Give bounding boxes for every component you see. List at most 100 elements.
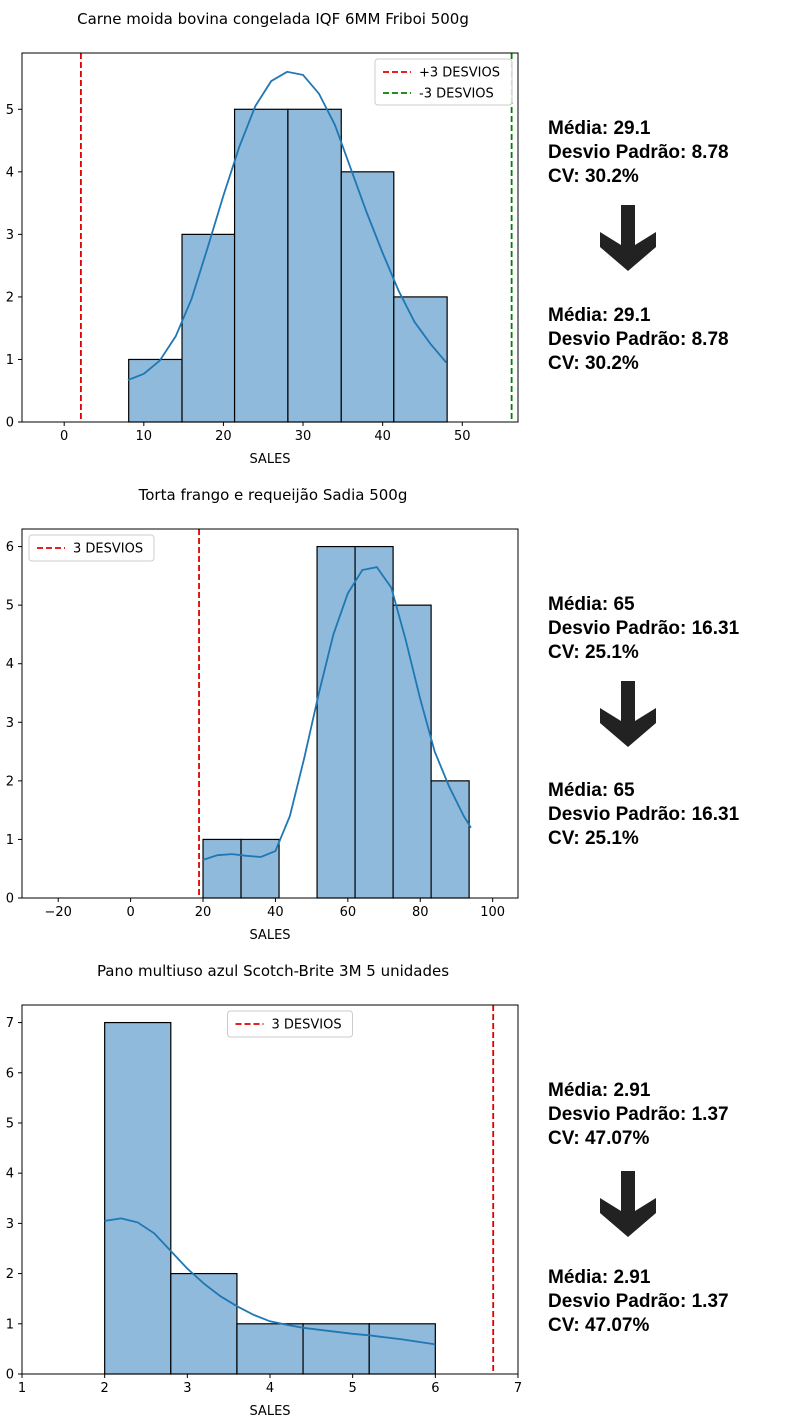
x-tick-label: 20	[215, 429, 232, 444]
chart-2: Torta frango e requeijão Sadia 500g −20 0 2…	[6, 486, 519, 943]
y-tick-label: 7	[6, 1016, 14, 1031]
x-axis-label: SALES	[249, 928, 290, 943]
plot-frame	[21, 1004, 519, 1375]
y-tick-label: 2	[6, 1267, 14, 1282]
stats-desvio: Desvio Padrão: 1.37	[548, 1104, 729, 1125]
stats-cv: CV: 30.2%	[548, 166, 639, 187]
legend-box	[227, 1010, 353, 1038]
histogram-bar	[240, 838, 280, 899]
histogram-bar	[430, 780, 470, 899]
x-tick-label: 1	[18, 1381, 26, 1396]
y-tick-label: 1	[6, 833, 14, 848]
y-tick-label: 4	[6, 657, 14, 672]
x-tick-label: 10	[136, 429, 153, 444]
x-tick-label: 20	[195, 905, 212, 920]
x-axis-label: SALES	[249, 452, 290, 467]
y-tick-label: 3	[6, 716, 14, 731]
x-tick-label: 100	[480, 905, 505, 920]
histogram-bar	[128, 358, 183, 423]
y-tick-label: 4	[6, 165, 14, 180]
y-tick-label: 6	[6, 1066, 14, 1081]
stats-media: Média: 2.91	[548, 1080, 651, 1101]
legend: +3 DESVIOS -3 DESVIOS	[374, 58, 513, 106]
stats-desvio: Desvio Padrão: 16.31	[548, 804, 740, 825]
kde-line	[104, 1217, 436, 1346]
stats-desvio: Desvio Padrão: 16.31	[548, 618, 740, 639]
chart-title: Pano multiuso azul Scotch-Brite 3M 5 uni…	[97, 962, 449, 980]
y-tick-label: 1	[6, 353, 14, 368]
x-tick-label: 50	[454, 429, 471, 444]
x-axis-label: SALES	[249, 1404, 290, 1419]
stats-cv: CV: 47.07%	[548, 1128, 650, 1149]
histogram-bar	[202, 838, 242, 899]
stats-media: Média: 29.1	[548, 305, 651, 326]
x-tick-label: 3	[183, 1381, 191, 1396]
chart-title: Carne moida bovina congelada IQF 6MM Fri…	[77, 10, 469, 28]
x-tick-label: 30	[295, 429, 312, 444]
y-tick-label: 0	[6, 1368, 14, 1383]
y-tick-label: 4	[6, 1167, 14, 1182]
y-tick-label: 0	[6, 416, 14, 431]
chart-1: Carne moida bovina congelada IQF 6MM Fri…	[6, 10, 519, 467]
stats-media: Média: 2.91	[548, 1267, 651, 1288]
x-tick-label: 80	[412, 905, 429, 920]
stats-before-2: Média: 65 Desvio Padrão: 16.31 CV: 25.1%	[548, 593, 739, 665]
y-tick-label: 1	[6, 1317, 14, 1332]
plot-frame	[21, 528, 519, 899]
y-tick-label: 0	[6, 892, 14, 907]
stats-after-1: Média: 29.1 Desvio Padrão: 8.78 CV: 30.2…	[548, 304, 729, 376]
y-tick-label: 2	[6, 774, 14, 789]
stats-before-3: Média: 2.91 Desvio Padrão: 1.37 CV: 47.0…	[548, 1079, 729, 1151]
x-tick-label: 60	[340, 905, 357, 920]
legend: 3 DESVIOS	[227, 1010, 353, 1038]
y-tick-label: 3	[6, 228, 14, 243]
legend-box	[374, 58, 513, 106]
legend: 3 DESVIOS	[28, 534, 155, 562]
stats-cv: CV: 25.1%	[548, 642, 639, 663]
x-tick-label: 6	[431, 1381, 439, 1396]
stats-media: Média: 65	[548, 780, 635, 801]
legend-label: 3 DESVIOS	[73, 542, 143, 557]
x-tick-label: −20	[44, 905, 71, 920]
histogram-bar	[181, 233, 236, 423]
kde-line	[127, 70, 447, 381]
x-tick-label: 5	[349, 1381, 357, 1396]
x-tick-label: 2	[101, 1381, 109, 1396]
chart-3: Pano multiuso azul Scotch-Brite 3M 5 uni…	[6, 962, 522, 1419]
histogram-bar	[170, 1272, 238, 1375]
legend-label: 3 DESVIOS	[272, 1018, 342, 1033]
histogram-bar	[393, 296, 448, 423]
stats-before-1: Média: 29.1 Desvio Padrão: 8.78 CV: 30.2…	[548, 117, 729, 189]
stats-after-3: Média: 2.91 Desvio Padrão: 1.37 CV: 47.0…	[548, 1266, 729, 1338]
legend-label: +3 DESVIOS	[419, 66, 500, 81]
stats-cv: CV: 47.07%	[548, 1315, 650, 1336]
plot-frame	[21, 52, 519, 423]
stats-after-2: Média: 65 Desvio Padrão: 16.31 CV: 25.1%	[548, 779, 739, 851]
x-tick-label: 4	[266, 1381, 274, 1396]
histogram-bar	[104, 1021, 172, 1375]
legend-label: -3 DESVIOS	[419, 87, 494, 102]
y-tick-label: 6	[6, 540, 14, 555]
stats-desvio: Desvio Padrão: 8.78	[548, 142, 729, 163]
x-tick-label: 0	[60, 429, 68, 444]
y-tick-label: 2	[6, 290, 14, 305]
x-tick-label: 40	[374, 429, 391, 444]
histogram-bar	[287, 108, 342, 423]
stats-media: Média: 65	[548, 594, 635, 615]
histogram-bar	[316, 545, 356, 899]
kde-line	[202, 566, 472, 861]
x-tick-label: 0	[126, 905, 134, 920]
stats-media: Média: 29.1	[548, 118, 651, 139]
arrow-down-icon	[600, 205, 656, 271]
x-tick-label: 7	[514, 1381, 522, 1396]
histogram-bar	[354, 545, 394, 899]
x-tick-label: 40	[267, 905, 284, 920]
y-tick-label: 5	[6, 103, 14, 118]
stats-cv: CV: 25.1%	[548, 828, 639, 849]
legend-box	[28, 534, 155, 562]
arrow-down-icon	[600, 681, 656, 747]
histogram-bar	[368, 1323, 436, 1375]
histogram-bar	[233, 108, 289, 423]
y-tick-label: 5	[6, 599, 14, 614]
